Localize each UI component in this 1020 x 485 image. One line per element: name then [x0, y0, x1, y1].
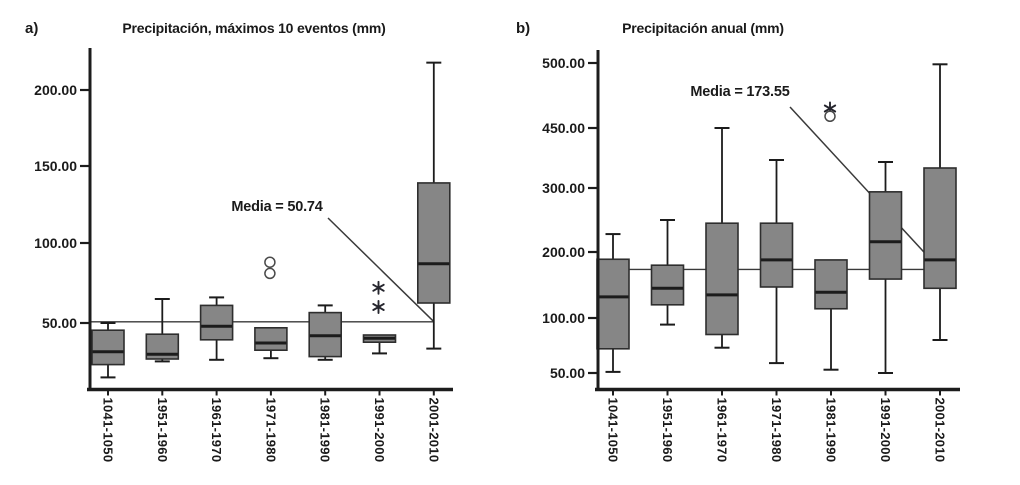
- box: [705, 222, 739, 336]
- box: [91, 329, 125, 366]
- box: [759, 222, 794, 288]
- x-category-label: 1991-2000: [372, 398, 387, 463]
- panel-a-letter: a): [25, 20, 38, 37]
- box-group-1951-1960: [145, 298, 180, 363]
- y-tick-label: 200.00: [542, 244, 585, 260]
- x-category-label: 2001-2010: [933, 398, 948, 463]
- box: [254, 326, 288, 351]
- box-group-1991-2000: [868, 161, 903, 374]
- box-group-1961-1970: [199, 296, 234, 361]
- box: [923, 167, 957, 290]
- panel-a-mean-annotation: Media = 50.74: [231, 199, 322, 215]
- box-group-1041-1050: [91, 322, 125, 379]
- box-group-1991-2000: [362, 334, 397, 355]
- outlier-circle: [264, 256, 276, 268]
- box: [416, 182, 451, 304]
- panel-b-mean-annotation: Media = 173.55: [690, 84, 789, 100]
- outlier-circle: [824, 110, 836, 123]
- x-category-label: 1041-1050: [606, 398, 621, 463]
- box-group-1971-1980: [254, 326, 288, 360]
- box-group-1951-1960: [650, 219, 685, 326]
- panel-a: 50.00 100.00 150.00 200.00 1041-1050 1951-196…: [34, 48, 453, 462]
- x-category-label: 1991-2000: [878, 398, 893, 463]
- box-group-1981-1990: [814, 259, 848, 371]
- box-group-2001-2010: [923, 63, 957, 341]
- box: [814, 259, 848, 310]
- box: [650, 264, 685, 306]
- outlier-asterisk-stroke: [823, 104, 837, 113]
- y-tick-label: 200.00: [34, 82, 77, 98]
- y-tick-label: 500.00: [542, 55, 585, 71]
- x-category-label: 1951-1960: [155, 398, 170, 463]
- outlier-asterisk-stroke: [372, 283, 385, 292]
- box-group-1041-1050: [596, 233, 630, 373]
- panel-b-letter: b): [516, 20, 530, 37]
- box-group-2001-2010: [416, 61, 451, 350]
- panel-b-title: Precipitación anual (mm): [622, 20, 784, 36]
- box: [199, 304, 234, 341]
- y-tick-label: 50.00: [42, 315, 77, 331]
- y-tick-label: 50.00: [550, 365, 585, 381]
- panel-b: 50.00 100.00 200.00 300.00 450.00 500.00 1041-…: [542, 50, 960, 462]
- x-category-label: 2001-2010: [426, 398, 441, 463]
- panel-a-title: Precipitación, máximos 10 eventos (mm): [122, 20, 385, 36]
- x-category-label: 1961-1970: [209, 398, 224, 463]
- y-tick-label: 100.00: [542, 310, 585, 326]
- x-category-label: 1971-1980: [769, 398, 784, 463]
- box-group-1981-1990: [308, 304, 343, 361]
- x-category-label: 1971-1980: [263, 398, 278, 463]
- box-group-1961-1970: [705, 127, 739, 349]
- y-tick-label: 100.00: [34, 235, 77, 251]
- box: [868, 191, 903, 280]
- x-category-label: 1981-1990: [318, 398, 333, 463]
- y-tick-label: 300.00: [542, 180, 585, 196]
- y-tick-label: 150.00: [34, 158, 77, 174]
- x-category-label: 1981-1990: [824, 398, 839, 463]
- mean-leader-line: [789, 106, 941, 270]
- outlier-circle: [264, 267, 276, 280]
- x-category-label: 1041-1050: [101, 398, 116, 463]
- x-category-label: 1961-1970: [715, 398, 730, 463]
- box: [596, 258, 630, 350]
- outlier-asterisk-stroke: [372, 303, 385, 311]
- box-group-1971-1980: [759, 159, 794, 365]
- mean-leader-line: [327, 217, 435, 323]
- x-category-label: 1951-1960: [660, 398, 675, 463]
- y-tick-label: 450.00: [542, 120, 585, 136]
